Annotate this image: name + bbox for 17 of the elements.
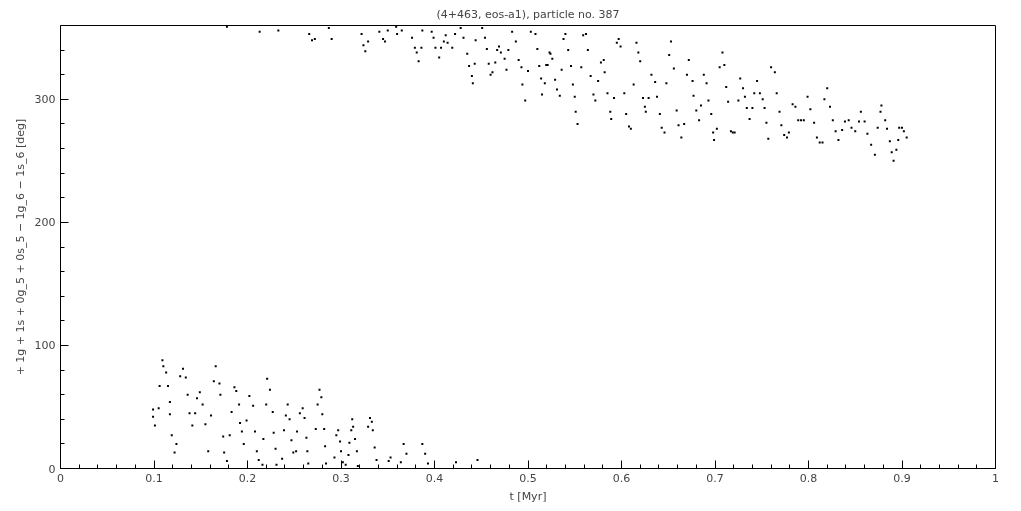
x-tick-label: 0.4 xyxy=(425,471,444,485)
x-tick-label: 0.9 xyxy=(893,471,911,485)
x-tick-label: 0.6 xyxy=(612,471,631,485)
y-tick-label: 100 xyxy=(34,339,56,353)
x-tick-label: 0.5 xyxy=(519,471,537,485)
y-tick-label: 0 xyxy=(48,462,56,476)
y-tick-label: 300 xyxy=(34,93,56,107)
x-tick-label: 0.7 xyxy=(706,471,724,485)
y-tick-label: 200 xyxy=(34,216,56,230)
chart-title: (4+463, eos-a1), particle no. 387 xyxy=(436,7,620,21)
x-tick-label: 0.8 xyxy=(799,471,818,485)
x-tick-label: 1 xyxy=(992,471,999,485)
x-tick-label: 0.1 xyxy=(145,471,163,485)
x-axis-title: t [Myr] xyxy=(509,489,547,503)
x-tick-label: 0.2 xyxy=(238,471,257,485)
y-axis-title: + 1g + 1s + 0g_5 + 0s_5 − 1g_6 − 1s_6 [deg] xyxy=(13,118,27,376)
x-tick-label: 0.3 xyxy=(332,471,350,485)
